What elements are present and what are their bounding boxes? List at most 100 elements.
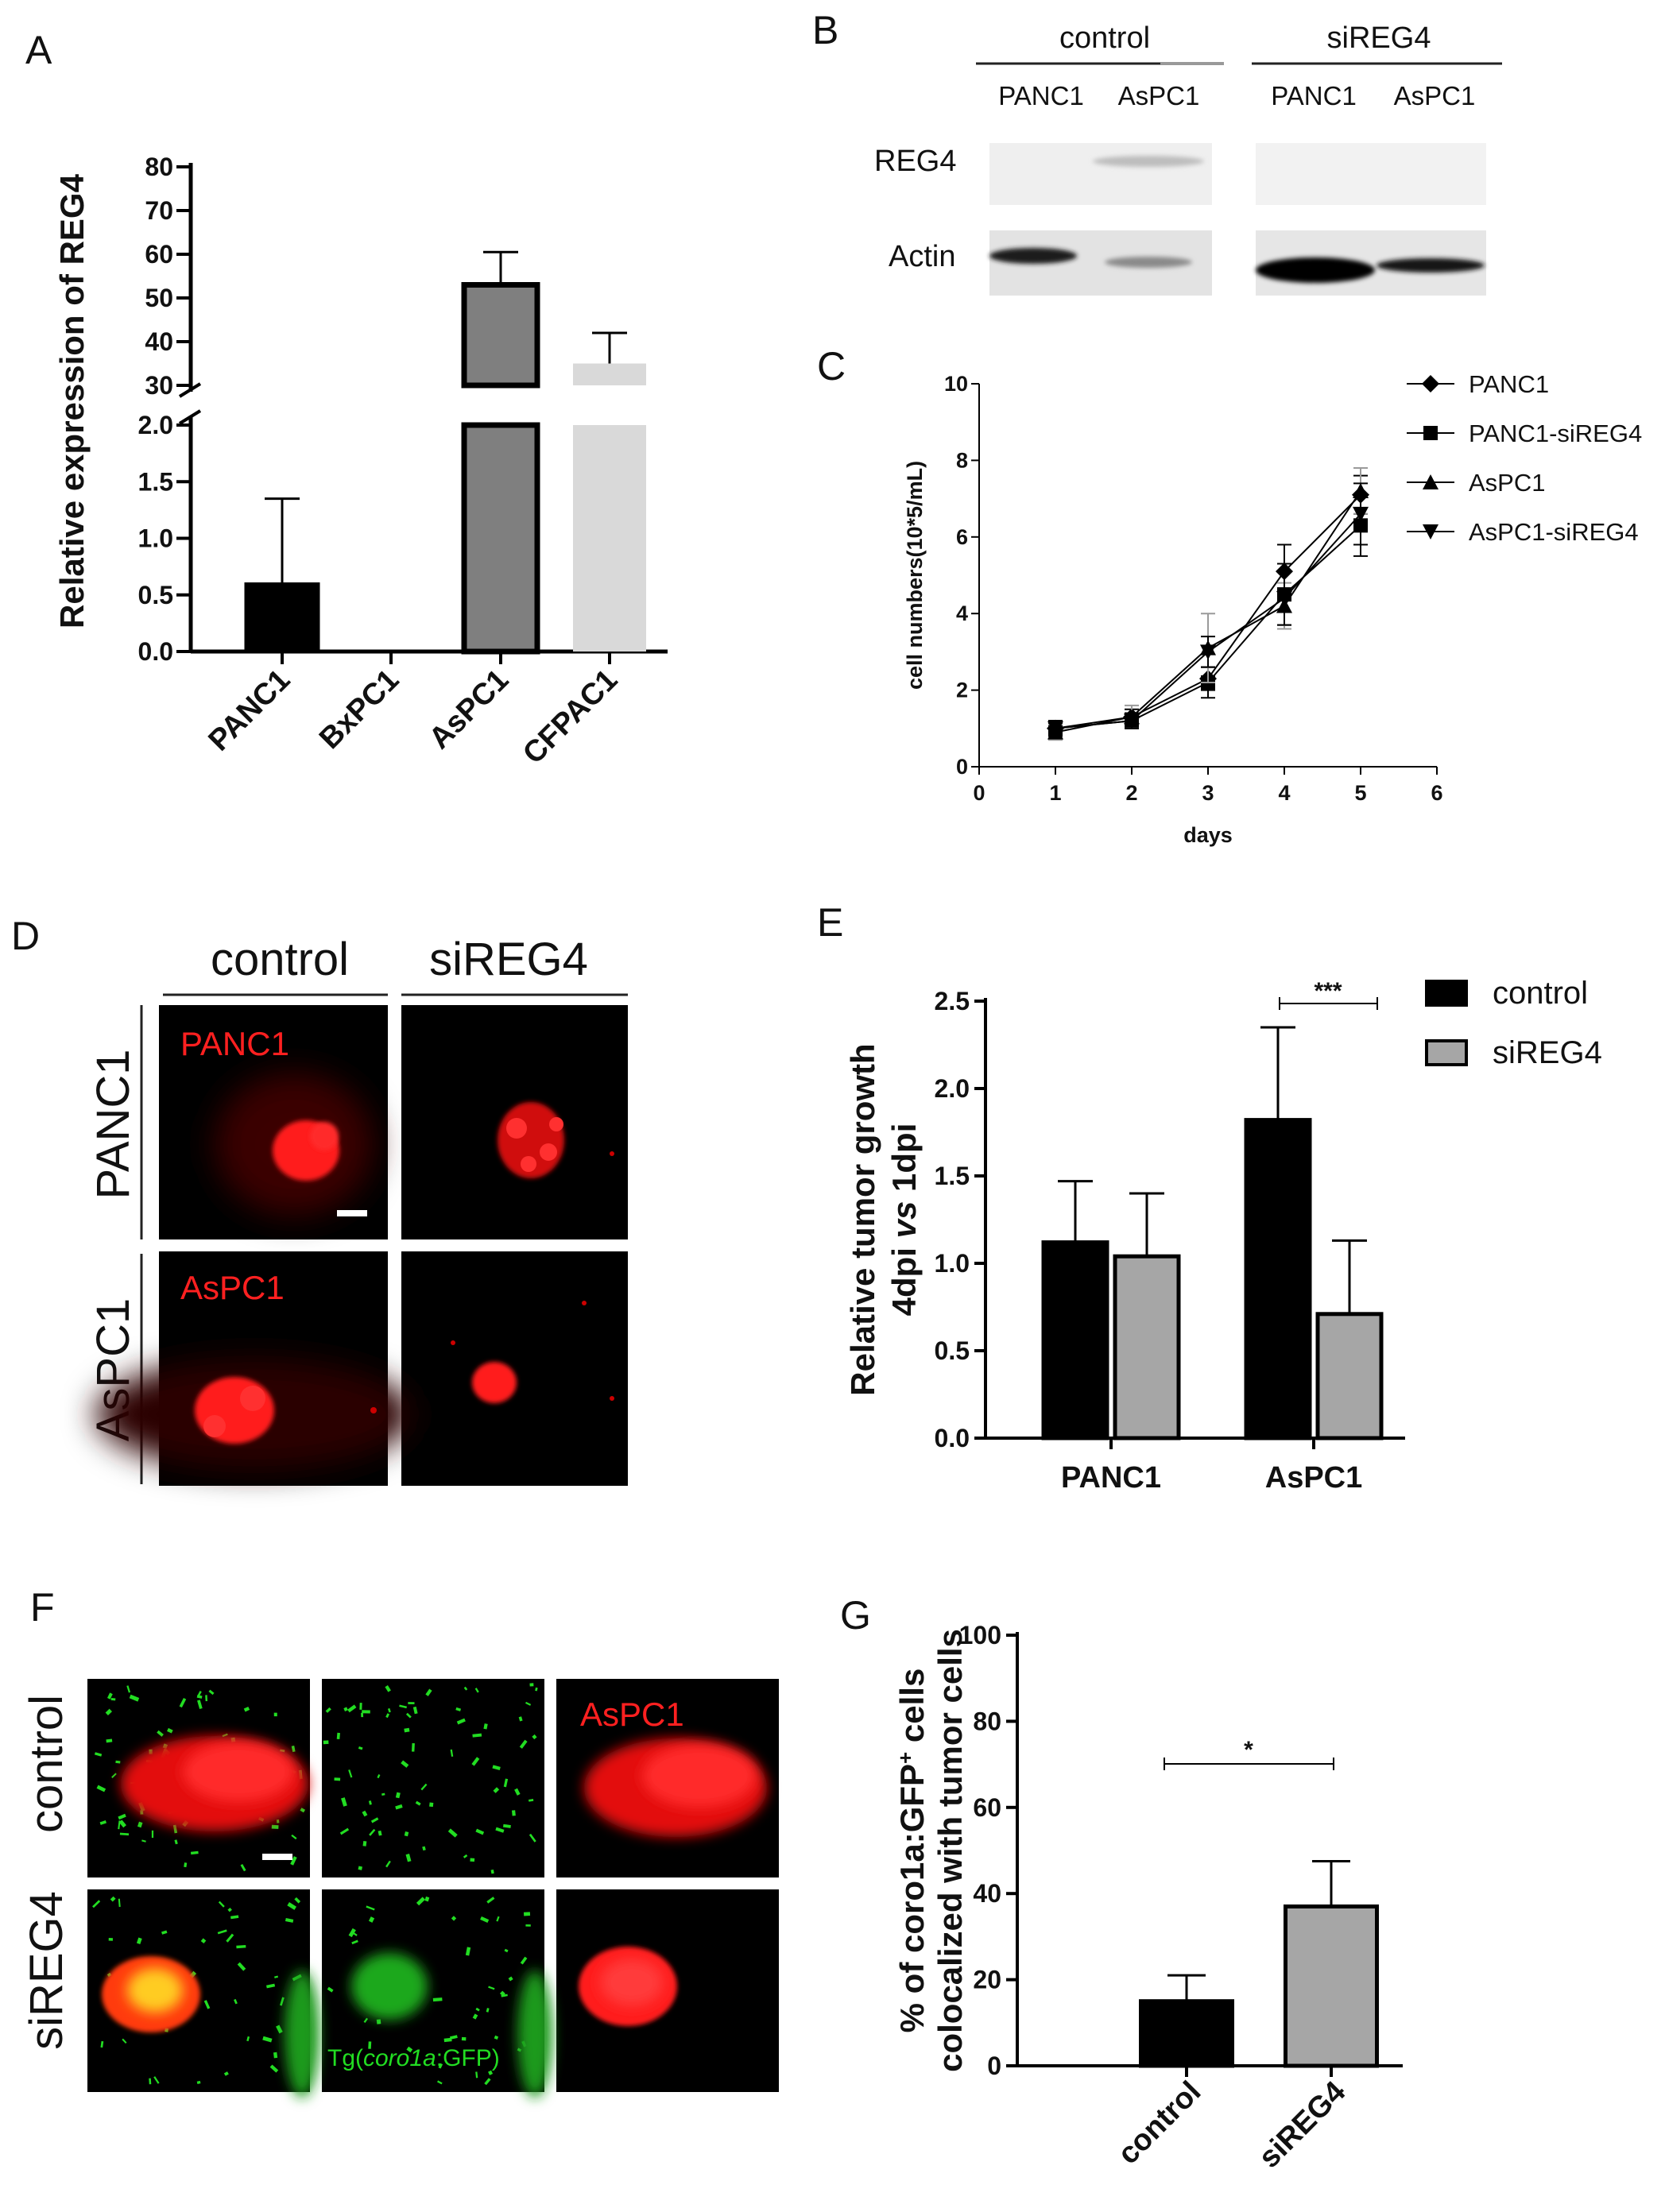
a-ytick-label-lower-3: 1.5 bbox=[138, 467, 173, 496]
f-gfp-cell bbox=[361, 1712, 364, 1718]
blot-row-actin: Actin bbox=[889, 240, 955, 273]
f-gfp-cell bbox=[291, 1834, 297, 1840]
f-gfp-cell bbox=[280, 1997, 285, 2006]
g-category-label-control: control bbox=[1112, 2075, 1208, 2171]
f-gfp-cell bbox=[94, 1752, 103, 1757]
f-gfp-cell bbox=[294, 1897, 301, 1904]
f-gfp-cell bbox=[100, 2040, 104, 2048]
f-gfp-edge-merge bbox=[285, 1970, 319, 2098]
f-gfp-cell bbox=[514, 1788, 521, 1796]
e-bar-aspc1-control bbox=[1244, 1118, 1312, 1441]
e-bar-panc1-sireg4 bbox=[1113, 1254, 1181, 1441]
e-bar-panc1-control bbox=[1041, 1240, 1109, 1441]
g-y-axis-label-line1-a: % of coro1a:GFP bbox=[893, 1764, 931, 2032]
f-gfp-cell bbox=[151, 1830, 154, 1839]
c-ytick-label-0: 0 bbox=[956, 755, 968, 779]
f-gfp-cell bbox=[106, 1738, 113, 1743]
d-tumor-aspc1-control-b bbox=[240, 1386, 265, 1411]
f-gfp-cell bbox=[501, 1994, 508, 1997]
f-gfp-cell bbox=[226, 1933, 234, 1943]
e-ytick-label-1: 0.5 bbox=[935, 1336, 970, 1365]
f-gfp-cell bbox=[472, 1733, 482, 1738]
d-speck-4 bbox=[610, 1396, 614, 1401]
f-gfp-cell bbox=[438, 2063, 443, 2069]
d-speck-5 bbox=[582, 1301, 587, 1305]
f-gfp-cell bbox=[475, 2007, 480, 2012]
f-gfp-cell bbox=[471, 1757, 480, 1766]
panel-letter-e: E bbox=[817, 900, 843, 945]
blot-actin-band-4 bbox=[1377, 258, 1485, 273]
f-gfp-cell bbox=[218, 1901, 225, 1908]
c-legend-label-2: AsPC1 bbox=[1469, 469, 1545, 497]
e-significance: *** bbox=[1314, 978, 1342, 1004]
f-gfp-cell bbox=[378, 1830, 382, 1836]
f-gfp-cell bbox=[520, 1956, 528, 1965]
f-tumor-sireg4-merge-core bbox=[127, 1968, 183, 2013]
f-gfp-cell bbox=[480, 1916, 490, 1924]
f-gfp-cell bbox=[362, 1810, 368, 1817]
f-gfp-cell bbox=[273, 2052, 278, 2059]
d-speck-2 bbox=[370, 1407, 377, 1413]
c-xtick-label-0: 0 bbox=[973, 781, 985, 805]
f-gfp-cell bbox=[347, 1704, 357, 1713]
c-ytick-label-2: 4 bbox=[956, 601, 968, 625]
g-ytick-label-1: 20 bbox=[973, 1966, 1001, 1994]
a-category-label-bxpc1: BxPC1 bbox=[313, 663, 405, 756]
blot-lane-1: PANC1 bbox=[998, 81, 1084, 110]
f-gfp-cell bbox=[358, 1746, 363, 1750]
d-scale-bar bbox=[337, 1210, 367, 1216]
panel-c-line-chart: 0 2 4 6 8 10 0 1 2 3 4 5 6 days cell numbers(10*5/mL) P… bbox=[903, 370, 1642, 847]
f-gfp-cell bbox=[336, 1732, 340, 1740]
d-speck-1 bbox=[610, 1151, 614, 1156]
f-gfp-cell bbox=[463, 1854, 468, 1858]
f-gfp-cell bbox=[197, 1691, 202, 1697]
f-gfp-cell bbox=[529, 1833, 536, 1843]
f-row-control: control bbox=[21, 1695, 72, 1833]
f-gfp-cell bbox=[327, 1986, 334, 1993]
a-bar-lower-cfpac1 bbox=[573, 425, 646, 652]
f-gfp-cell bbox=[451, 1916, 457, 1921]
f-gfp-cell bbox=[472, 2013, 478, 2020]
f-gfp-cell bbox=[486, 2008, 490, 2013]
panel-letter-a: A bbox=[25, 28, 52, 72]
f-gfp-cell bbox=[519, 1739, 528, 1749]
d-tumor-panc1-control-b bbox=[310, 1122, 339, 1150]
panel-b-western-blot: control siREG4 PANC1 AsPC1 PANC1 AsPC1 R… bbox=[874, 21, 1502, 296]
f-gfp-cell bbox=[406, 2046, 413, 2053]
e-legend-swatch-1 bbox=[1425, 1039, 1468, 1066]
a-category-label-cfpac1: CFPAC1 bbox=[517, 663, 624, 771]
c-point-3-2 bbox=[1200, 644, 1216, 660]
a-ytick-label-upper-2: 50 bbox=[145, 284, 173, 312]
f-gfp-cell bbox=[525, 1924, 531, 1927]
panel-f-microscopy: control siREG4 AsPC1 Tg(coro1a:GFP) bbox=[21, 1679, 779, 2098]
f-gfp-cell bbox=[456, 1718, 466, 1725]
blot-reg4-strip-control bbox=[989, 143, 1212, 205]
f-gfp-cell bbox=[223, 2071, 229, 2076]
g-y-axis-label-line2: colocalized with tumor cells bbox=[931, 1629, 969, 2072]
f-gfp-cell bbox=[503, 1778, 509, 1788]
c-xtick-label-6: 6 bbox=[1431, 781, 1442, 805]
f-gfp-cell bbox=[412, 1706, 418, 1715]
c-ytick-label-5: 10 bbox=[944, 372, 968, 396]
panel-letter-b: B bbox=[812, 8, 838, 52]
a-axis-break-mark-bottom bbox=[178, 409, 202, 425]
f-gfp-cell bbox=[96, 1785, 106, 1792]
c-xtick-label-2: 2 bbox=[1125, 781, 1137, 805]
f-gfp-cell bbox=[488, 1986, 495, 1990]
f-gfp-cell bbox=[136, 1937, 142, 1945]
f-gfp-cell bbox=[348, 1769, 353, 1778]
f-gfp-cell bbox=[368, 1916, 375, 1923]
f-gfp-cell bbox=[370, 1817, 379, 1823]
f-gfp-cell bbox=[484, 2078, 491, 2086]
f-gfp-cell bbox=[266, 1983, 276, 1989]
f-gfp-cell bbox=[424, 1896, 430, 1902]
f-gfp-cell bbox=[110, 1698, 116, 1701]
f-gfp-cell bbox=[363, 2017, 369, 2023]
f-gfp-cell bbox=[488, 2070, 494, 2075]
a-ytick-label-upper-1: 40 bbox=[145, 327, 173, 356]
f-tumor-control-red-core bbox=[642, 1744, 757, 1808]
c-point-3-0 bbox=[1047, 721, 1063, 737]
c-legend-marker-1 bbox=[1423, 426, 1438, 440]
d-tile-aspc1-sireg4 bbox=[401, 1251, 628, 1486]
